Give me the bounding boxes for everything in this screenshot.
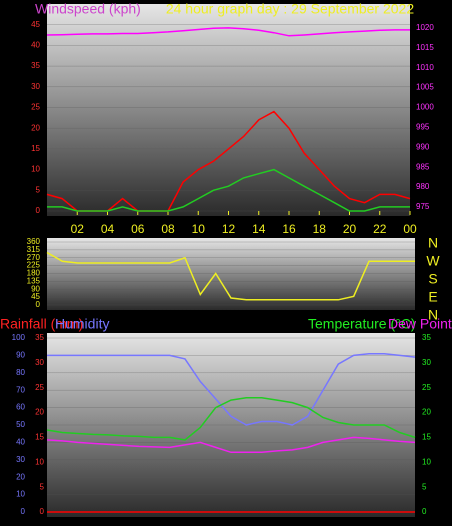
- y-tick-label: 20: [16, 472, 25, 481]
- y-tick-label: 45: [31, 292, 40, 301]
- y-tick-label: 60: [16, 403, 25, 412]
- compass-label: W: [426, 253, 440, 269]
- y3-tick-label: 35: [35, 333, 44, 342]
- y-tick-label: 45: [31, 20, 40, 29]
- x-tick-label: 18: [313, 222, 327, 236]
- y2-tick-label: 1000: [416, 103, 434, 112]
- y2-tick-label: 975: [416, 202, 430, 211]
- x-tick-label: 20: [343, 222, 357, 236]
- y-tick-label: 25: [31, 103, 40, 112]
- y-tick-label: 0: [36, 206, 41, 215]
- y3-tick-label: 10: [35, 457, 44, 466]
- x-tick-label: 06: [131, 222, 145, 236]
- y2-tick-label: 25: [422, 383, 431, 392]
- x-tick-label: 16: [282, 222, 296, 236]
- compass-label: N: [428, 307, 438, 323]
- y-tick-label: 0: [21, 507, 26, 516]
- x-tick-label: 04: [101, 222, 115, 236]
- y-tick-label: 30: [16, 455, 25, 464]
- y2-tick-label: 995: [416, 123, 430, 132]
- x-tick-label: 00: [403, 222, 417, 236]
- compass-label: S: [428, 271, 437, 287]
- y3-tick-label: 15: [35, 433, 44, 442]
- x-tick-label: 10: [192, 222, 206, 236]
- y-tick-label: 35: [31, 61, 40, 70]
- series-line: [47, 168, 410, 212]
- y2-tick-label: 980: [416, 182, 430, 191]
- y-tick-label: 40: [31, 41, 40, 50]
- x-tick-label: 14: [252, 222, 266, 236]
- y-tick-label: 90: [31, 284, 40, 293]
- y-tick-label: 180: [27, 269, 41, 278]
- plot-bg: [47, 238, 415, 310]
- compass-label: N: [428, 235, 438, 251]
- y-tick-label: 50: [16, 420, 25, 429]
- x-tick-label: 02: [71, 222, 85, 236]
- y2-tick-label: 990: [416, 142, 430, 151]
- x-tick-label: 12: [222, 222, 236, 236]
- y-tick-label: 70: [16, 385, 25, 394]
- y2-label: Dew Point: [388, 316, 452, 332]
- compass-label: E: [428, 289, 437, 305]
- series-line: [46, 436, 416, 454]
- y-tick-label: 80: [16, 368, 25, 377]
- y2-tick-label: 30: [422, 358, 431, 367]
- y2-tick-label: 1015: [416, 43, 434, 52]
- series-line: [46, 27, 410, 37]
- y-tick-label: 135: [27, 276, 41, 285]
- y-tick-label: 20: [31, 123, 40, 132]
- y-tick-label: 360: [27, 237, 41, 246]
- y2-tick-label: 10: [422, 457, 431, 466]
- x-tick-label: 08: [161, 222, 175, 236]
- y3-tick-label: 25: [35, 383, 44, 392]
- y-tick-label: 270: [27, 253, 41, 262]
- y3-tick-label: 30: [35, 358, 44, 367]
- y2-tick-label: 0: [422, 507, 427, 516]
- y-label: Rainfall (mm): [0, 316, 83, 332]
- series-line: [46, 251, 415, 301]
- y-tick-label: 10: [31, 165, 40, 174]
- y2-tick-label: 35: [422, 333, 431, 342]
- y-tick-label: 315: [27, 245, 41, 254]
- y3-tick-label: 0: [40, 507, 45, 516]
- chart-title: 24 hour graph day : 29 September 2022: [166, 1, 415, 17]
- y2-tick-label: 1005: [416, 83, 434, 92]
- y2-tick-label: 1020: [416, 23, 434, 32]
- y-tick-label: 225: [27, 261, 41, 270]
- y-tick-label: 100: [12, 333, 26, 342]
- y2-tick-label: 985: [416, 162, 430, 171]
- y2-tick-label: 20: [422, 408, 431, 417]
- y-tick-label: 40: [16, 438, 25, 447]
- y3-tick-label: 5: [40, 482, 45, 491]
- y3-tick-label: 20: [35, 408, 44, 417]
- y-tick-label: 10: [16, 490, 25, 499]
- y-tick-label: 30: [31, 82, 40, 91]
- x-tick-label: 22: [373, 222, 387, 236]
- series-line: [47, 352, 416, 426]
- y-label: Humidity: [55, 316, 109, 332]
- y2-tick-label: 5: [422, 482, 427, 491]
- plot-bg: [47, 4, 410, 216]
- y2-tick-label: 15: [422, 433, 431, 442]
- y2-tick-label: 1010: [416, 63, 434, 72]
- y2-label: Temperature (°C): [308, 316, 416, 332]
- y-tick-label: 0: [36, 300, 41, 309]
- y-tick-label: 90: [16, 351, 25, 360]
- y-tick-label: 5: [36, 185, 41, 194]
- y-label: Windspeed (kph): [35, 1, 141, 17]
- series-line: [46, 396, 416, 441]
- y-tick-label: 15: [31, 144, 40, 153]
